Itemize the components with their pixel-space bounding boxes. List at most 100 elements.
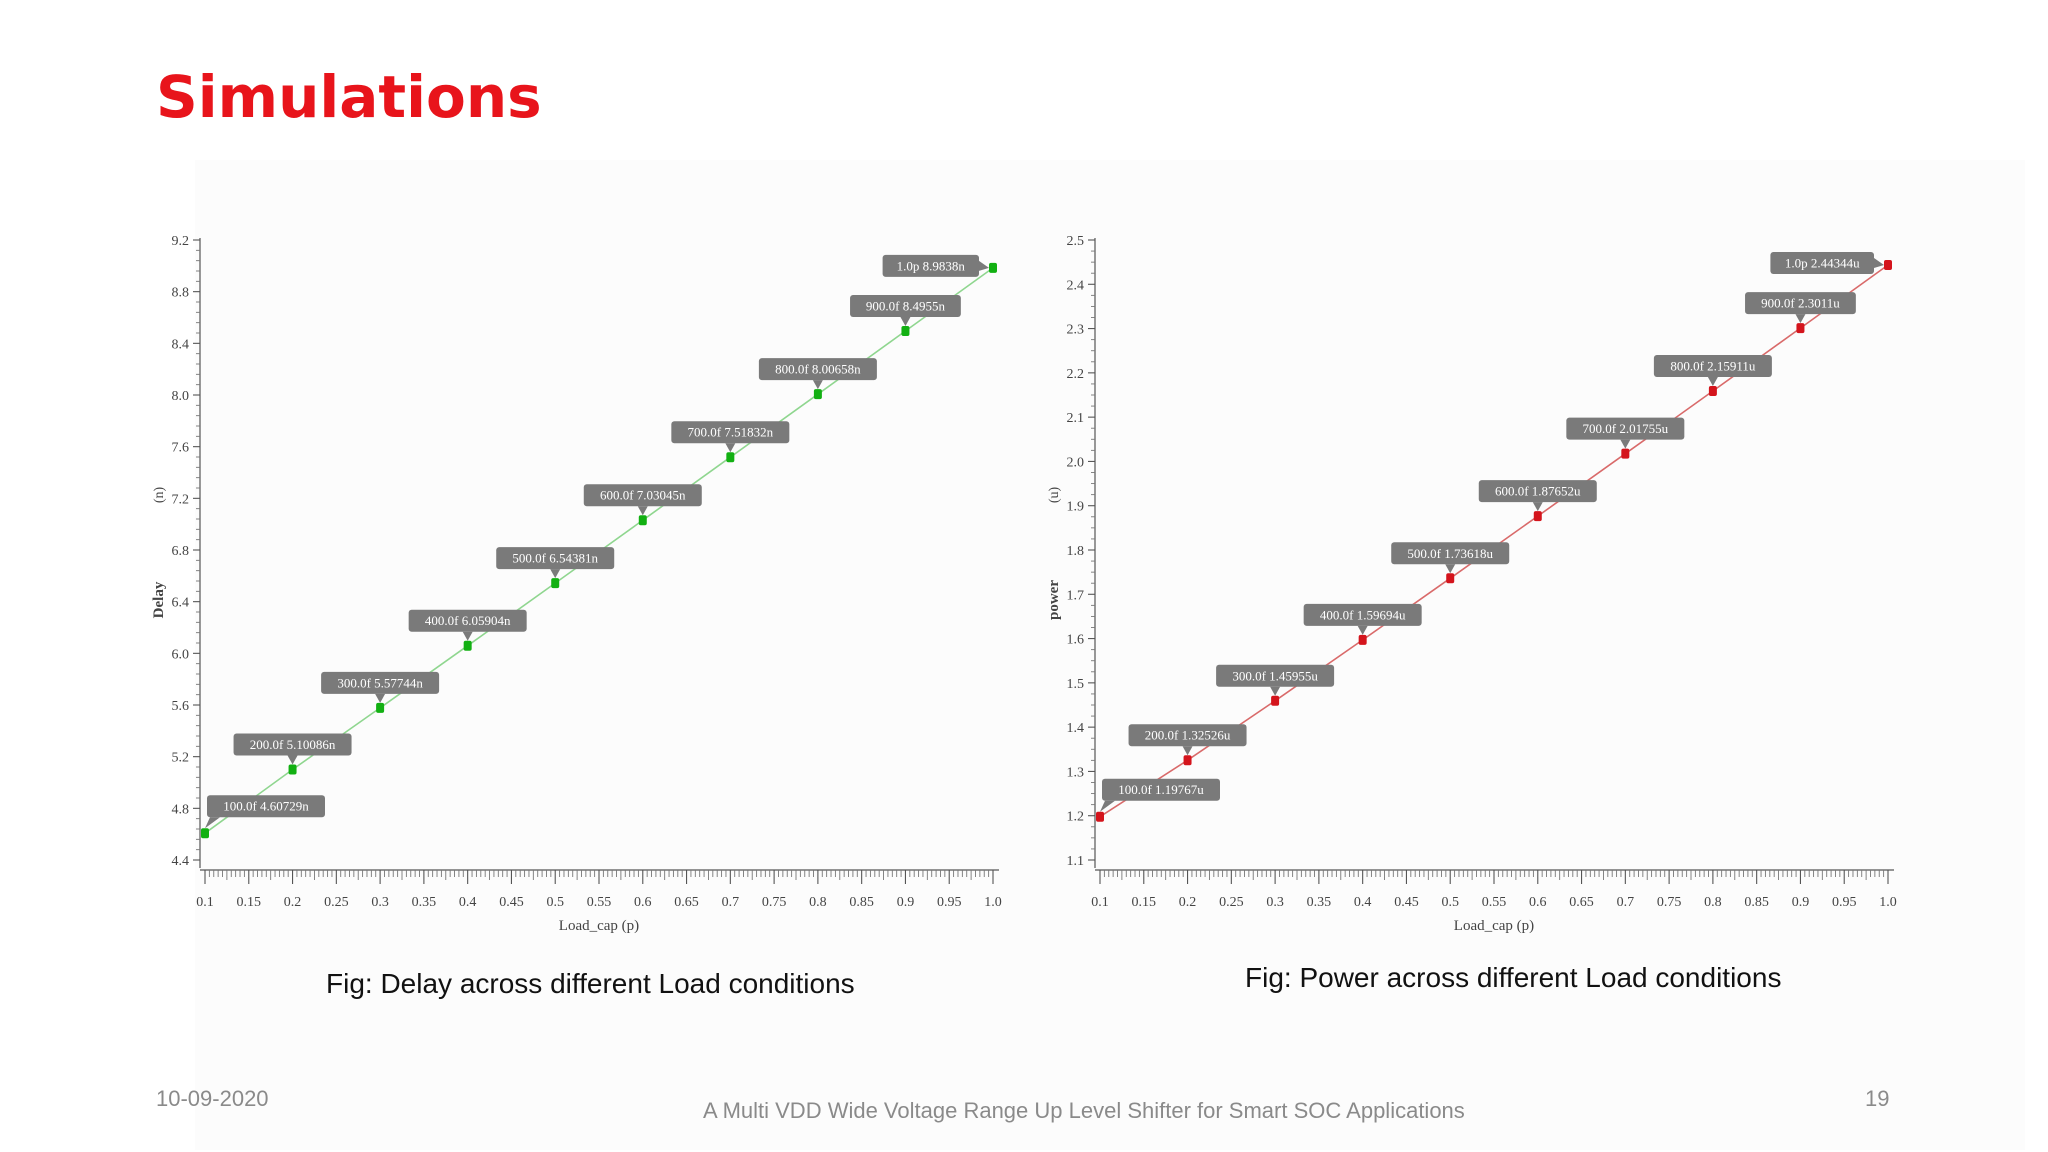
- power-tooltip-box: [1478, 480, 1597, 503]
- power-x-tick-label: 0.55: [1482, 895, 1507, 910]
- delay-x-tick-label: 0.6: [634, 895, 652, 910]
- delay-point-label: 1.0p 8.9838n: [897, 258, 966, 273]
- delay-tooltip-pointer: [375, 693, 386, 703]
- power-x-tick-label: 0.7: [1617, 895, 1635, 910]
- power-x-tick-label: 0.6: [1529, 895, 1547, 910]
- power-data-point: [1096, 811, 1104, 822]
- delay-tooltip-pointer: [637, 506, 648, 516]
- delay-x-tick-label: 0.25: [324, 895, 349, 910]
- footer-title: A Multi VDD Wide Voltage Range Up Level …: [703, 1098, 1465, 1123]
- delay-y-tick-label: 7.2: [172, 492, 190, 507]
- power-point-label: 300.0f 1.45955u: [1232, 668, 1318, 683]
- power-x-tick-label: 0.2: [1179, 895, 1197, 910]
- delay-tooltip-pointer: [462, 631, 473, 641]
- power-data-point: [1533, 511, 1542, 522]
- delay-y-tick-label: 6.4: [172, 596, 190, 611]
- power-y-tick-label: 1.6: [1067, 633, 1085, 648]
- power-tooltip-box: [1391, 542, 1510, 565]
- power-y-tick-label: 2.4: [1067, 278, 1085, 293]
- power-tooltip-box: [1770, 252, 1874, 275]
- delay-tooltip-box: [671, 421, 790, 444]
- power-y-axis-label: power: [1046, 580, 1062, 620]
- power-point-label: 400.0f 1.59694u: [1320, 607, 1406, 622]
- power-y-tick-label: 1.1: [1067, 854, 1085, 869]
- slide-title: Simulations: [156, 63, 542, 131]
- delay-y-axis-unit: (n): [152, 487, 167, 504]
- power-y-tick-label: 1.3: [1067, 765, 1085, 780]
- delay-y-axis-label: Delay: [151, 581, 167, 618]
- delay-x-tick-label: 0.5: [546, 895, 564, 910]
- power-tooltip-pointer: [1357, 625, 1368, 635]
- delay-x-tick-label: 0.45: [499, 895, 524, 910]
- power-point-label: 100.0f 1.19767u: [1118, 782, 1204, 797]
- delay-point-label: 600.0f 7.03045n: [600, 488, 686, 503]
- power-data-point: [1884, 260, 1892, 271]
- delay-y-tick-label: 4.8: [172, 802, 190, 817]
- delay-x-tick-label: 0.65: [674, 895, 699, 910]
- delay-data-point: [201, 828, 209, 839]
- power-tooltip-box: [1653, 354, 1772, 377]
- power-tooltip-box: [1102, 778, 1220, 801]
- power-x-axis-label: Load_cap (p): [1454, 918, 1534, 934]
- delay-tooltip-box: [408, 609, 527, 632]
- power-tooltip-box: [1128, 724, 1247, 747]
- delay-point-label: 700.0f 7.51832n: [688, 425, 774, 440]
- delay-y-tick-label: 6.8: [172, 544, 190, 559]
- delay-y-tick-label: 9.2: [172, 234, 190, 249]
- delay-data-point: [463, 640, 472, 651]
- delay-x-tick-label: 0.1: [196, 895, 214, 910]
- power-y-tick-label: 2.3: [1067, 323, 1085, 338]
- delay-tooltip-box: [321, 671, 440, 694]
- delay-y-tick-label: 5.6: [172, 699, 190, 714]
- delay-tooltip-pointer: [979, 260, 989, 271]
- delay-y-tick-label: 8.0: [172, 389, 190, 404]
- power-tooltip-box: [1566, 417, 1685, 440]
- power-y-tick-label: 1.4: [1067, 721, 1085, 736]
- power-y-axis-unit: (u): [1047, 487, 1062, 504]
- power-tooltip-pointer: [1182, 746, 1193, 756]
- delay-tooltip-box: [496, 547, 615, 570]
- delay-x-tick-label: 1.0: [984, 895, 1002, 910]
- delay-tooltip-box: [758, 358, 877, 381]
- power-data-point: [1708, 385, 1717, 396]
- delay-point-label: 500.0f 6.54381n: [512, 551, 598, 566]
- delay-point-label: 200.0f 5.10086n: [250, 737, 336, 752]
- delay-chart: 4.4 4.8 5.2 5.6 6.0 6.4 6.8 7.2 7.6 8.0 8.4 8.8 9.2 0…: [151, 234, 1002, 934]
- delay-x-tick-label: 0.4: [459, 895, 477, 910]
- delay-x-tick-label: 0.7: [722, 895, 740, 910]
- power-tooltip-pointer: [1620, 439, 1631, 449]
- delay-x-tick-label: 0.15: [237, 895, 261, 910]
- power-tooltip-box: [1303, 603, 1422, 626]
- delay-point-label: 400.0f 6.05904n: [425, 613, 511, 628]
- footer-date: 10-09-2020: [156, 1086, 269, 1111]
- power-point-label: 1.0p 2.44344u: [1785, 256, 1860, 271]
- delay-tooltip-pointer: [812, 380, 823, 390]
- delay-x-axis-label: Load_cap (p): [559, 918, 639, 934]
- delay-data-point: [638, 515, 647, 526]
- delay-point-label: 900.0f 8.4955n: [866, 298, 946, 313]
- delay-y-tick-label: 8.4: [172, 337, 190, 352]
- delay-data-point: [813, 389, 822, 400]
- delay-y-tick-label: 8.8: [172, 286, 190, 301]
- power-x-tick-label: 1.0: [1879, 895, 1897, 910]
- delay-x-tick-label: 0.75: [762, 895, 787, 910]
- power-x-tick-label: 0.3: [1266, 895, 1284, 910]
- delay-y-tick-label: 5.2: [172, 751, 190, 766]
- delay-tooltip-pointer: [287, 755, 298, 765]
- power-data-point: [1271, 695, 1280, 706]
- delay-x-tick-label: 0.55: [587, 895, 612, 910]
- delay-data-point: [989, 262, 997, 273]
- power-y-tick-label: 1.5: [1067, 677, 1085, 692]
- delay-y-tick-label: 7.6: [172, 441, 190, 456]
- power-x-tick-label: 0.85: [1744, 895, 1769, 910]
- power-tooltip-pointer: [1445, 564, 1456, 574]
- delay-y-tick-label: 6.0: [172, 647, 190, 662]
- power-x-tick-label: 0.15: [1132, 895, 1157, 910]
- power-y-tick-label: 2.1: [1067, 411, 1085, 426]
- power-chart-caption: Fig: Power across different Load conditi…: [1245, 962, 1782, 993]
- delay-x-tick-label: 0.2: [284, 895, 302, 910]
- power-point-label: 500.0f 1.73618u: [1407, 546, 1493, 561]
- power-tooltip-box: [1216, 664, 1335, 687]
- delay-tooltip-box: [850, 294, 961, 317]
- delay-x-tick-label: 0.85: [849, 895, 874, 910]
